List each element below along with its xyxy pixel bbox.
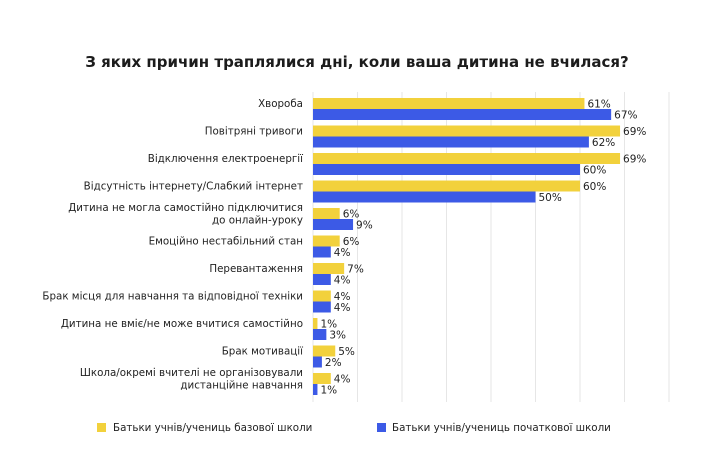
value-label: 50% [539, 192, 562, 204]
category-label: Дитина не могла самостійно підключитися д… [68, 202, 303, 227]
legend-swatch-primary-school [377, 423, 386, 432]
bar-primary-school [313, 219, 354, 230]
value-label: 4% [334, 374, 351, 386]
category-label: Відсутність інтернету/Слабкий інтернет [84, 181, 303, 193]
value-label: 7% [347, 264, 364, 276]
category-label: Школа/окремі вчителі не організовували ди… [80, 367, 303, 392]
chart-title: З яких причин траплялися дні, коли ваша … [85, 53, 628, 71]
category-label: Брак мотивації [222, 346, 303, 358]
category-label-line: Дитина не вміє/не може вчитися самостійн… [61, 318, 303, 330]
value-label: 61% [587, 99, 610, 111]
bar-primary-school [313, 246, 331, 258]
category-labels: Хвороба Повітряні тривоги Відключення елек… [42, 98, 303, 391]
bar-primary-school [313, 356, 322, 368]
value-label: 4% [334, 291, 351, 303]
bar-basic-school [313, 235, 340, 247]
bar-primary-school [313, 191, 536, 203]
value-label: 62% [592, 137, 615, 149]
category-label-line: Відключення електроенергії [148, 153, 303, 165]
bar-basic-school [313, 345, 336, 357]
value-label: 4% [334, 302, 351, 314]
legend-label-basic-school: Батьки учнів/учениць базової школи [113, 422, 312, 434]
bar-basic-school [313, 373, 331, 384]
value-label: 1% [320, 319, 337, 331]
legend-label-primary-school: Батьки учнів/учениць початкової школи [392, 422, 611, 434]
bar-basic-school [313, 98, 585, 109]
value-label: 2% [325, 357, 342, 369]
bar-primary-school [313, 109, 612, 120]
category-label-line: Хвороба [258, 98, 303, 110]
value-label: 60% [583, 165, 606, 177]
value-label: 4% [334, 275, 351, 287]
bar-basic-school [313, 318, 318, 329]
bar-primary-school [313, 301, 331, 313]
category-label: Повітряні тривоги [205, 126, 303, 138]
category-label-line: Відсутність інтернету/Слабкий інтернет [84, 181, 303, 193]
value-label: 60% [583, 181, 606, 193]
value-label: 67% [614, 110, 637, 122]
value-label: 5% [338, 346, 355, 358]
category-label-line: Школа/окремі вчителі не організовували [80, 367, 303, 379]
category-label-line: Брак місця для навчання та відповідної т… [42, 291, 303, 303]
category-label-line: Емоційно нестабільний стан [149, 236, 303, 248]
value-label: 3% [329, 330, 346, 342]
category-label: Хвороба [258, 98, 303, 110]
bar-primary-school [313, 384, 318, 395]
bar-basic-school [313, 153, 621, 164]
bar-basic-school [313, 180, 580, 192]
bar-primary-school [313, 136, 589, 148]
legend: Батьки учнів/учениць базової школи Батьк… [97, 422, 611, 434]
value-label: 1% [320, 385, 337, 397]
value-label: 69% [623, 126, 646, 138]
category-label: Брак місця для навчання та відповідної т… [42, 291, 303, 303]
bar-primary-school [313, 274, 331, 285]
category-label-line: Повітряні тривоги [205, 126, 303, 138]
value-label: 69% [623, 154, 646, 166]
value-label: 4% [334, 247, 351, 259]
category-label: Емоційно нестабільний стан [149, 236, 303, 248]
category-label-line: дистанційне навчання [180, 379, 303, 391]
bar-basic-school [313, 263, 345, 274]
bar-primary-school [313, 164, 580, 175]
bar-primary-school [313, 329, 327, 340]
category-label-line: до онлайн-уроку [212, 214, 303, 226]
category-label: Дитина не вміє/не може вчитися самостійн… [61, 318, 303, 330]
bar-basic-school [313, 208, 340, 219]
category-label: Відключення електроенергії [148, 153, 303, 165]
category-label-line: Дитина не могла самостійно підключитися [68, 202, 303, 214]
legend-swatch-basic-school [97, 423, 106, 432]
bars [313, 98, 621, 395]
category-label-line: Перевантаження [209, 263, 303, 275]
value-label: 9% [356, 220, 373, 232]
category-label: Перевантаження [209, 263, 303, 275]
value-labels: 61%67%69%62%69%60%60%50%6%9%6%4%7%4%4%4%… [320, 99, 646, 397]
bar-basic-school [313, 125, 621, 137]
value-label: 6% [343, 209, 360, 221]
value-label: 6% [343, 236, 360, 248]
category-label-line: Брак мотивації [222, 346, 303, 358]
bar-basic-school [313, 290, 331, 302]
